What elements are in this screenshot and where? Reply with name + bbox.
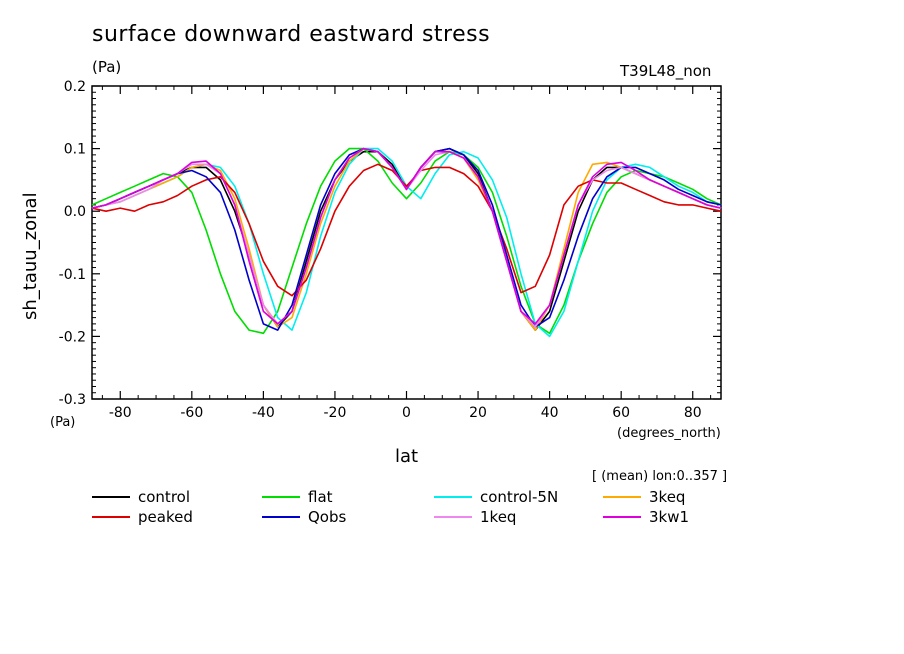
y-tick-label: 0.0 bbox=[64, 204, 86, 220]
legend-label: control bbox=[138, 488, 190, 506]
legend-item-1keq: 1keq bbox=[434, 508, 516, 526]
series-line-peaked bbox=[91, 163, 722, 297]
y-tick-label: -0.2 bbox=[59, 329, 86, 345]
legend-label: peaked bbox=[138, 508, 193, 526]
mean-label: [ (mean) lon:0..357 ] bbox=[592, 469, 728, 484]
legend-label: control-5N bbox=[480, 488, 559, 506]
legend-swatch bbox=[603, 496, 641, 498]
legend-swatch bbox=[262, 496, 300, 498]
legend-swatch bbox=[434, 516, 472, 518]
legend-swatch bbox=[603, 516, 641, 518]
series-line-Qobs bbox=[91, 147, 722, 331]
x-tick-label: -80 bbox=[109, 405, 132, 421]
y-tick-label: 0.2 bbox=[64, 79, 86, 95]
x-tick-label: 80 bbox=[684, 405, 702, 421]
legend-swatch bbox=[434, 496, 472, 498]
legend-label: flat bbox=[308, 488, 333, 506]
plot-frame bbox=[91, 85, 722, 400]
legend-label: Qobs bbox=[308, 508, 347, 526]
legend-item-control: control bbox=[92, 488, 190, 506]
y-tick-label: -0.3 bbox=[59, 392, 86, 408]
legend-item-flat: flat bbox=[262, 488, 333, 506]
legend-label: 1keq bbox=[480, 508, 517, 526]
x-axis-label: lat bbox=[395, 446, 419, 467]
run-label: T39L48_non bbox=[620, 62, 712, 80]
chart-title: surface downward eastward stress bbox=[92, 22, 491, 47]
x-tick-label: 0 bbox=[402, 405, 411, 421]
series-line-flat bbox=[91, 147, 722, 335]
series-line-control bbox=[91, 147, 722, 331]
legend-swatch bbox=[92, 496, 130, 498]
legend-item-control-5N: control-5N bbox=[434, 488, 558, 506]
x-tick-label: -60 bbox=[180, 405, 203, 421]
legend-swatch bbox=[92, 516, 130, 518]
y-axis-label: sh_tauu_zonal bbox=[20, 192, 41, 320]
legend-item-peaked: peaked bbox=[92, 508, 193, 526]
units-label: (Pa) bbox=[92, 58, 122, 76]
y-axis-unit: (Pa) bbox=[50, 415, 76, 430]
series-line-3keq bbox=[91, 147, 722, 331]
x-tick-label: -40 bbox=[252, 405, 275, 421]
legend-item-Qobs: Qobs bbox=[262, 508, 346, 526]
x-axis-unit: (degrees_north) bbox=[617, 426, 721, 441]
y-tick-label: 0.1 bbox=[64, 142, 86, 158]
series-line-1keq bbox=[91, 147, 722, 328]
legend-item-3keq: 3keq bbox=[603, 488, 685, 506]
legend-item-3kw1: 3kw1 bbox=[603, 508, 689, 526]
legend-label: 3kw1 bbox=[649, 508, 690, 526]
x-tick-label: 20 bbox=[469, 405, 487, 421]
x-tick-label: -20 bbox=[324, 405, 347, 421]
y-tick-label: -0.1 bbox=[59, 267, 86, 283]
legend-label: 3keq bbox=[649, 488, 686, 506]
x-tick-label: 40 bbox=[541, 405, 559, 421]
legend-swatch bbox=[262, 516, 300, 518]
series-line-3kw1 bbox=[91, 147, 722, 325]
series-line-control-5N bbox=[91, 147, 722, 338]
x-tick-label: 60 bbox=[612, 405, 630, 421]
